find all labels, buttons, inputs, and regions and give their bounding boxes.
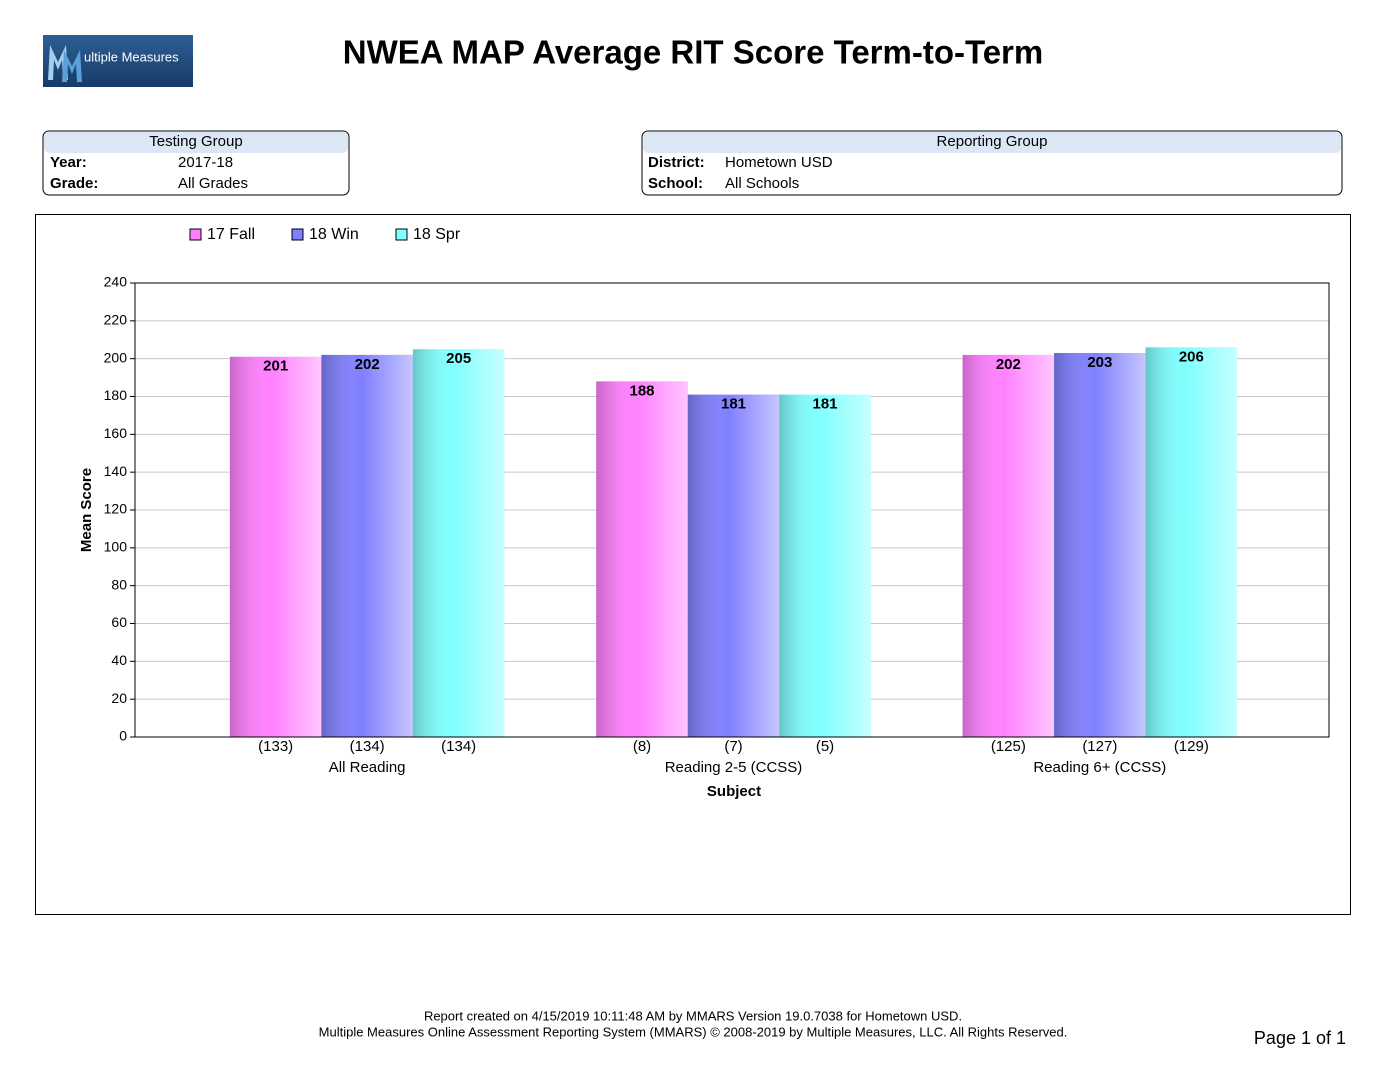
y-tick-label: 60	[111, 614, 127, 630]
field-label: District:	[648, 154, 705, 171]
y-tick-label: 180	[104, 387, 128, 403]
y-tick-label: 220	[104, 312, 128, 328]
bar-shade	[321, 354, 413, 737]
y-tick-label: 140	[104, 463, 128, 479]
bar-shade	[779, 394, 871, 737]
value-label: 203	[1087, 354, 1112, 371]
x-tick-label: Reading 6+ (CCSS)	[1033, 759, 1166, 776]
value-label: 202	[355, 356, 380, 373]
legend-swatch	[189, 228, 202, 241]
count-label: (5)	[816, 738, 834, 755]
legend-swatch	[395, 228, 408, 241]
logo-icon	[62, 50, 82, 82]
value-label: 206	[1179, 348, 1204, 365]
field-value: 2017-18	[178, 154, 233, 171]
value-label: 181	[721, 396, 746, 413]
page-number: Page 1 of 1	[1254, 1028, 1346, 1048]
y-tick-label: 0	[119, 728, 127, 744]
bar-shade	[596, 381, 688, 737]
field-value: All Grades	[178, 175, 248, 192]
x-tick-label: Reading 2-5 (CCSS)	[665, 759, 803, 776]
y-tick-label: 20	[111, 690, 127, 706]
count-label: (125)	[991, 738, 1026, 755]
count-label: (134)	[350, 738, 385, 755]
legend-label: 18 Spr	[413, 226, 461, 243]
y-tick-label: 40	[111, 652, 127, 668]
legend-label: 18 Win	[309, 226, 359, 243]
count-label: (127)	[1082, 738, 1117, 755]
value-label: 202	[996, 356, 1021, 373]
y-tick-label: 120	[104, 501, 128, 517]
value-label: 188	[629, 382, 654, 399]
bar-shade	[1145, 347, 1238, 737]
bar-shade	[229, 356, 322, 737]
bar-shade	[687, 394, 780, 737]
field-value: All Schools	[725, 175, 799, 192]
x-axis-title: Subject	[707, 783, 761, 800]
value-label: 181	[812, 396, 837, 413]
footer-line: Multiple Measures Online Assessment Repo…	[319, 1024, 1068, 1039]
field-label: School:	[648, 175, 703, 192]
field-value: Hometown USD	[725, 154, 833, 171]
count-label: (8)	[633, 738, 651, 755]
count-label: (134)	[441, 738, 476, 755]
logo-text: ultiple Measures	[84, 49, 179, 64]
value-label: 205	[446, 350, 471, 367]
field-label: Grade:	[50, 175, 98, 192]
bar-shade	[412, 349, 505, 737]
y-tick-label: 160	[104, 425, 128, 441]
info-box-header	[44, 132, 348, 153]
legend-label: 17 Fall	[207, 226, 255, 243]
y-tick-label: 80	[111, 576, 127, 592]
report-title: NWEA MAP Average RIT Score Term-to-Term	[343, 34, 1043, 71]
count-label: (129)	[1174, 738, 1209, 755]
bar-shade	[1054, 352, 1146, 737]
count-label: (7)	[724, 738, 742, 755]
y-tick-label: 240	[104, 274, 128, 290]
footer-line: Report created on 4/15/2019 10:11:48 AM …	[424, 1008, 962, 1023]
bar-shade	[962, 354, 1055, 737]
value-label: 201	[263, 358, 288, 375]
info-box-header	[643, 132, 1341, 153]
y-tick-label: 100	[104, 539, 128, 555]
field-label: Year:	[50, 154, 87, 171]
box-title: Reporting Group	[937, 133, 1048, 150]
box-title: Testing Group	[149, 133, 242, 150]
plot-border	[134, 282, 1330, 738]
y-axis-title: Mean Score	[78, 468, 95, 552]
x-tick-label: All Reading	[329, 759, 406, 776]
y-tick-label: 200	[104, 349, 128, 365]
legend-swatch	[291, 228, 304, 241]
count-label: (133)	[258, 738, 293, 755]
